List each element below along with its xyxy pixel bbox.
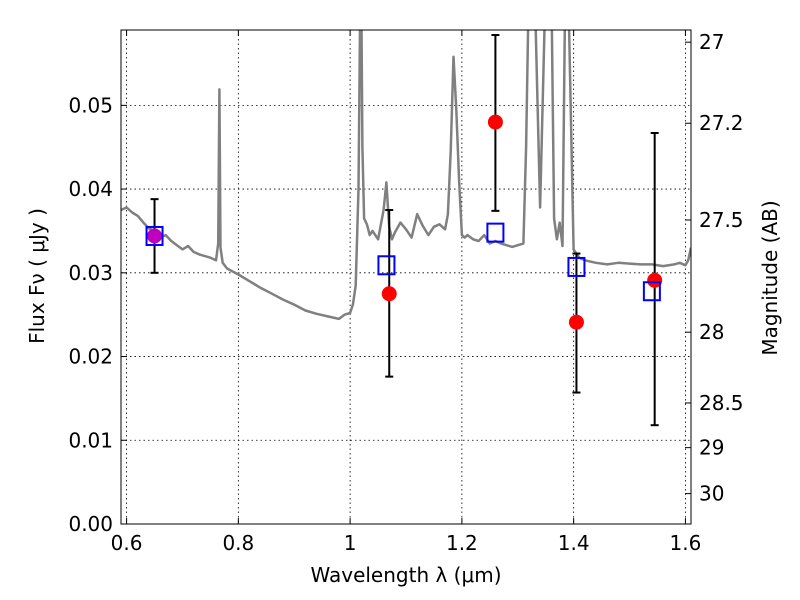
y-tick-label: 0.02 [68,345,113,369]
model-point [567,256,586,277]
plot-frame [120,29,692,525]
right-tick-label: 28 [699,320,724,344]
x-tick-label: 0.6 [111,531,143,555]
y-tick-label: 0.01 [68,428,113,452]
observed-layer [147,114,663,330]
observed-point [568,314,584,330]
right-tick-label: 30 [699,482,724,506]
x-tick-label: 1.6 [670,531,702,555]
spectrum-layer [121,30,691,321]
x-tick-label: 0.8 [222,531,254,555]
x-tick-label: 1.2 [446,531,478,555]
y-tick-label: 0.05 [68,93,113,117]
right-tick-label: 28.5 [699,391,744,415]
model-point [642,281,661,302]
right-tick-label: 29 [699,436,724,460]
x-tick-label: 1.4 [558,531,590,555]
model-point [145,225,164,246]
observed-point [647,272,663,288]
observed-point [487,114,503,130]
y-tick-label: 0.04 [68,177,113,201]
grid-layer [121,30,691,525]
errorbar-layer [150,34,659,427]
model-point [377,255,396,276]
right-tick-label: 27.5 [699,208,744,232]
axis-layer: 0.6 0.8 1 1.2 1.4 1.6 0.00 0.01 0.02 0.03 0.04 0.05… [68,30,744,555]
observed-point [381,286,397,302]
model-layer [145,222,661,302]
model-point [486,222,505,243]
spectrum-line [121,30,691,321]
y-tick-label: 0.00 [68,512,113,536]
x-axis-title: Wavelength λ (μm) [310,563,501,587]
right-tick-label: 27.2 [699,111,744,135]
right-tick-label: 27 [699,30,724,54]
x-tick-label: 1 [344,531,357,555]
right-axis-title: Magnitude (AB) [758,200,782,355]
observed-point [147,228,163,244]
y-tick-label: 0.03 [68,261,113,285]
y-axis-title: Flux Fν ( μJy ) [25,208,49,344]
